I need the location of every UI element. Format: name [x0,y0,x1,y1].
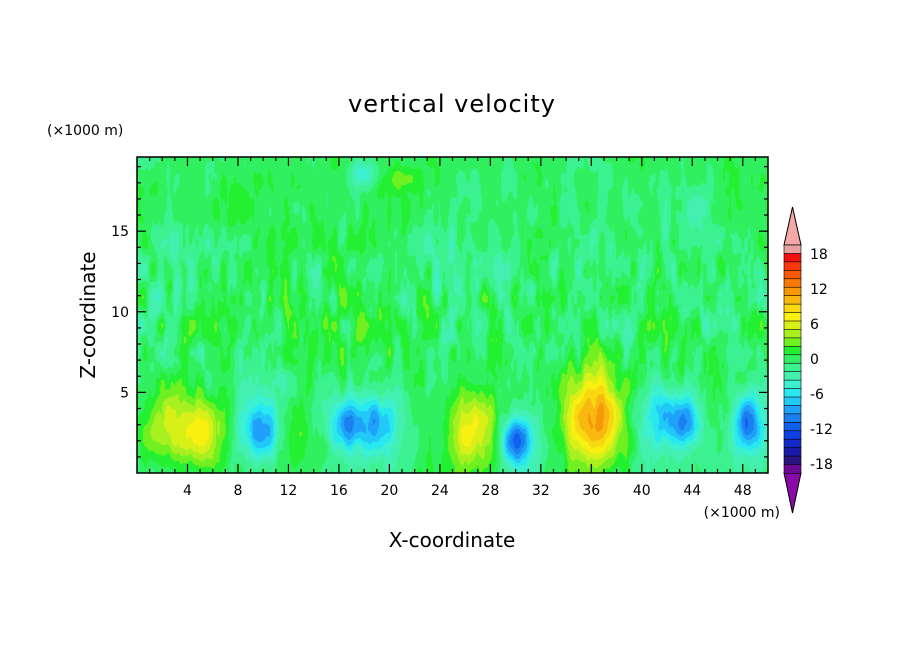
colorbar-swatch [783,371,802,381]
colorbar-swatch [783,405,802,415]
velocity-field [137,157,768,473]
colorbar-swatch [783,329,802,339]
colorbar-swatch [783,422,802,432]
colorbar-tick-label: 12 [810,282,828,298]
y-tick-label: 15 [111,224,129,240]
x-tick-label: 16 [330,483,348,499]
x-tick-label: 20 [380,483,398,499]
colorbar-swatch [783,261,802,272]
colorbar-swatch [783,354,802,364]
x-tick-label: 48 [734,483,752,499]
colorbar-tick-label: -18 [810,457,833,473]
colorbar-swatch [783,270,802,280]
colorbar-swatch [783,346,802,356]
colorbar-extend-min [783,472,802,514]
colorbar-tick-label: 6 [810,317,819,333]
y-tick-label: 5 [120,385,129,401]
x-tick-label: 32 [532,483,550,499]
colorbar-swatch [783,295,802,305]
colorbar-swatch [783,430,802,440]
colorbar-swatch [783,447,802,457]
colorbar-swatch [783,379,802,390]
colorbar-tick-label: -6 [810,387,824,403]
x-axis-label: X-coordinate [389,528,516,552]
colorbar-swatch [783,388,802,398]
colorbar-swatch [783,244,802,255]
colorbar-swatch [783,455,802,466]
colorbar-swatch [783,362,802,373]
z-unit-label: (×1000 m) [47,123,123,139]
colorbar-swatch [783,312,802,322]
colorbar-extend-max [783,206,802,246]
y-tick-label: 10 [111,305,129,321]
colorbar-swatch [783,278,802,288]
x-tick-label: 24 [431,483,449,499]
colorbar-tick-label: 0 [810,352,819,368]
colorbar-swatch [783,253,802,263]
x-axis: 4 8 12 16 20 24 28 32 36 40 44 48 [149,157,756,499]
colorbar-swatch [783,438,802,449]
colorbar-swatch [783,320,802,331]
colorbar-tick-label: -12 [810,422,833,438]
colorbar-swatch [783,337,802,348]
x-tick-label: 36 [582,483,600,499]
x-tick-label: 12 [280,483,298,499]
x-tick-label: 40 [633,483,651,499]
y-axis-label: Z-coordinate [76,251,100,378]
x-unit-label: (×1000 m) [704,505,780,521]
x-tick-label: 44 [683,483,701,499]
colorbar: 18 12 6 0 -6 -12 -18 [783,206,833,514]
x-tick-label: 4 [183,483,192,499]
colorbar-swatch [783,286,802,297]
colorbar-swatch [783,396,802,407]
x-tick-label: 28 [481,483,499,499]
chart-title: vertical velocity [348,90,556,118]
colorbar-swatch [783,464,802,474]
colorbar-swatch [783,413,802,424]
y-axis: 5 10 15 [111,166,768,458]
x-tick-label: 8 [233,483,242,499]
colorbar-tick-label: 18 [810,247,828,263]
colorbar-swatch [783,303,802,314]
